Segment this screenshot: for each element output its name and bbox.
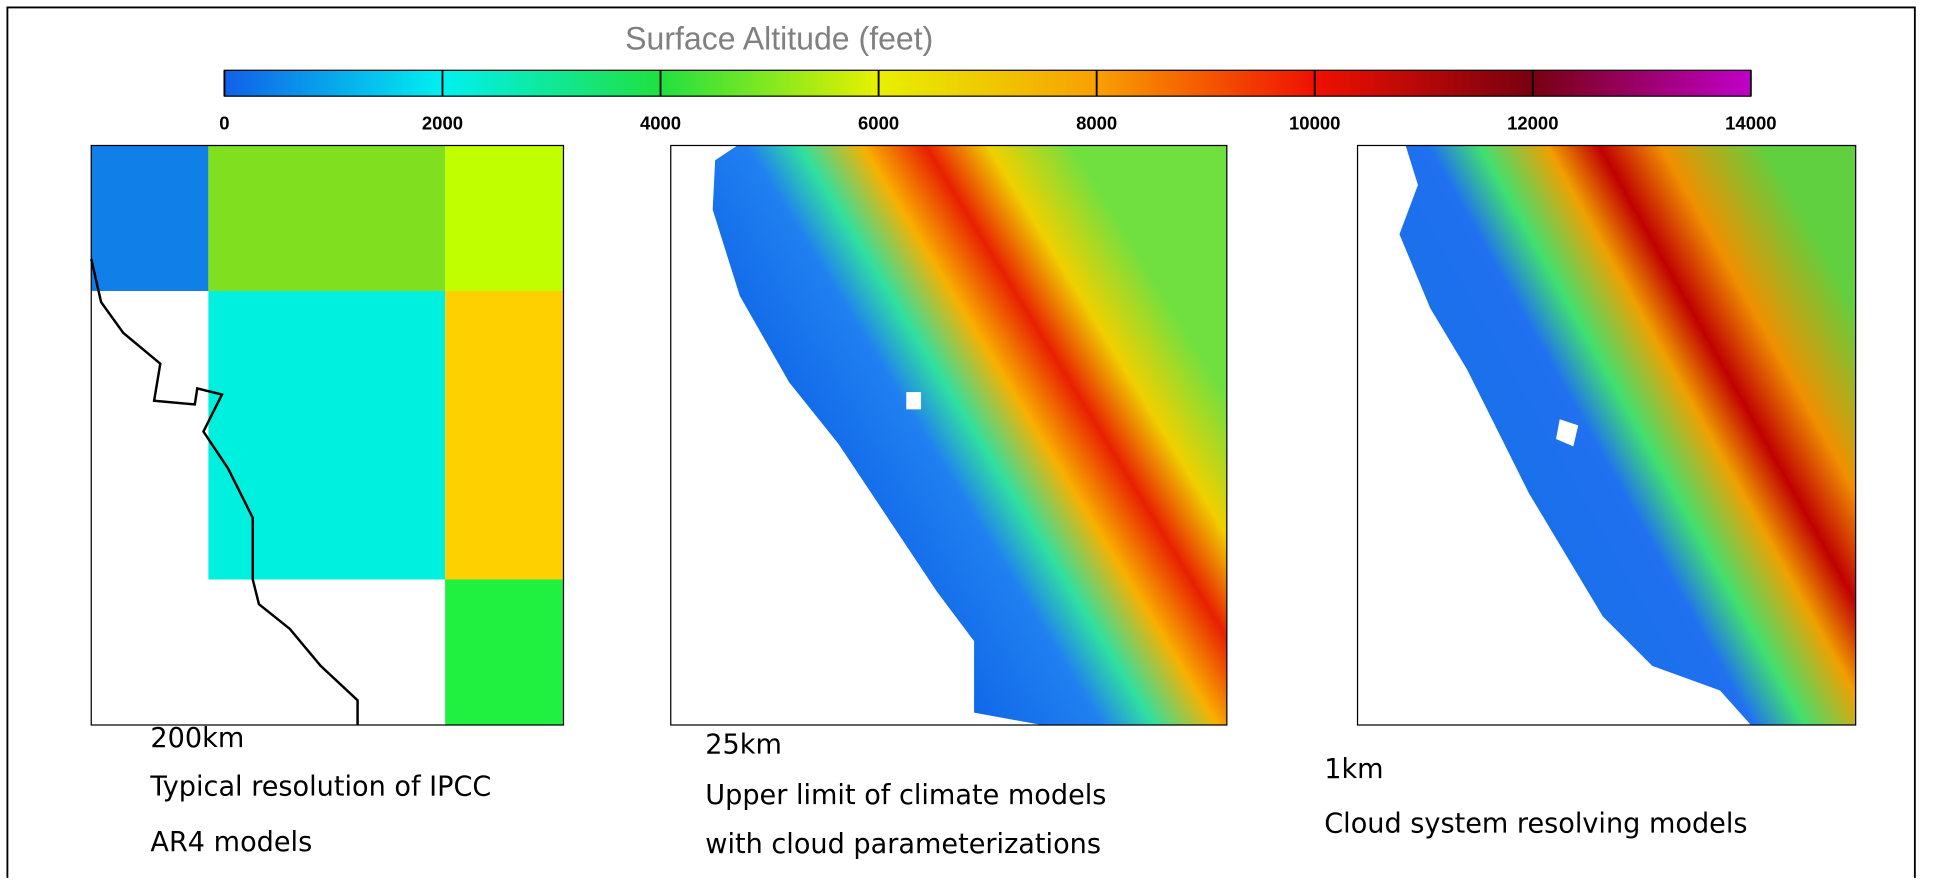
colorbar-title: Surface Altitude (feet) <box>625 20 933 56</box>
map-frame <box>670 144 1228 726</box>
tick-label: 6000 <box>858 112 899 133</box>
map-25km <box>670 144 1228 726</box>
colorbar: 0 2000 4000 6000 8000 10000 12000 14000 <box>219 69 1777 133</box>
description: Cloud system resolving models <box>1324 808 1747 839</box>
cell <box>445 579 564 726</box>
tick-label: 10000 <box>1289 112 1340 133</box>
cell <box>208 145 446 291</box>
coastline <box>90 258 359 726</box>
description: Typical resolution of IPCC <box>149 771 491 802</box>
lake <box>906 392 922 410</box>
tick-label: 12000 <box>1507 112 1558 133</box>
map-frame <box>90 144 565 726</box>
map-1km <box>1356 144 1857 726</box>
resolution: 200km <box>150 723 244 754</box>
cell <box>445 290 564 580</box>
tick-label: 14000 <box>1725 112 1776 133</box>
tick-label: 8000 <box>1076 112 1117 133</box>
resolution: 25km <box>705 729 782 760</box>
frame <box>6 6 1916 878</box>
map-200km <box>90 144 565 726</box>
description: with cloud parameterizations <box>705 829 1101 860</box>
colorbar-scale <box>223 69 1752 97</box>
cell <box>445 145 564 291</box>
cell <box>208 290 446 580</box>
tick-label: 4000 <box>640 112 681 133</box>
map-frame <box>1356 144 1857 726</box>
description: Upper limit of climate models <box>705 780 1106 811</box>
terrain <box>712 145 1227 726</box>
scaled-layout: Surface Altitude (feet) 0 2000 4000 6000 800… <box>6 6 1916 878</box>
resolution: 1km <box>1324 754 1383 785</box>
terrain <box>1399 145 1856 726</box>
tick-label: 0 <box>219 112 229 133</box>
description: AR4 models <box>150 827 312 858</box>
delta <box>1556 419 1579 447</box>
cell <box>91 145 209 291</box>
tick-label: 2000 <box>422 112 463 133</box>
